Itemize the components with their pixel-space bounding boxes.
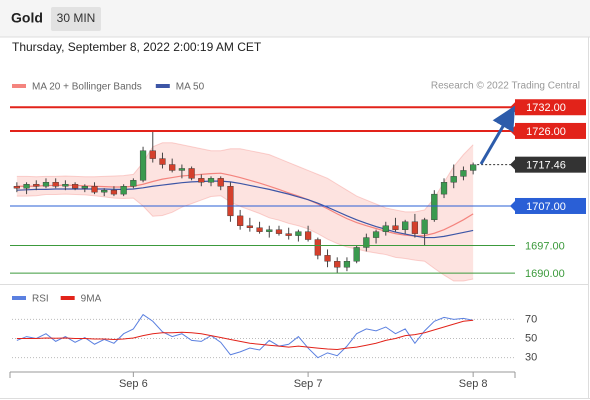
candle-body xyxy=(246,225,253,228)
level-label-pointer xyxy=(510,159,515,170)
interval-badge[interactable] xyxy=(51,7,101,31)
level-label-box xyxy=(515,122,586,139)
legend-label: MA 50 xyxy=(176,82,205,93)
candle-body xyxy=(295,231,302,236)
candle-body xyxy=(42,182,50,187)
candle-body xyxy=(227,186,234,217)
interval-label[interactable]: 30 MIN xyxy=(57,11,96,25)
legend-swatch xyxy=(12,84,26,88)
candle-body xyxy=(178,168,186,171)
level-label: 1717.46 xyxy=(526,160,566,172)
forecast-arrow xyxy=(479,105,516,165)
candle-body xyxy=(343,261,351,268)
candle-body xyxy=(110,189,118,195)
candle-body xyxy=(120,186,127,195)
bollinger-lower xyxy=(16,193,474,282)
candle-body xyxy=(285,233,292,236)
candle-body xyxy=(188,168,195,179)
level-label: 1690.00 xyxy=(525,268,565,280)
candle-body xyxy=(139,150,147,181)
candle-body xyxy=(411,221,419,234)
y-tick-label: 30 xyxy=(525,352,537,364)
candle-body xyxy=(421,219,428,234)
indicator-line xyxy=(16,319,474,351)
candle-body xyxy=(314,239,321,256)
candle-body xyxy=(275,229,283,234)
candle-body xyxy=(256,227,263,232)
source: Research © 2022 Trading Central xyxy=(431,81,580,92)
candle-body xyxy=(159,158,166,165)
level-label-box xyxy=(515,99,586,116)
candle-body xyxy=(470,164,477,171)
candle-body xyxy=(71,184,79,189)
candle-body xyxy=(237,215,244,226)
candle-body xyxy=(198,178,205,183)
level-label-pointer xyxy=(510,200,515,211)
level-label-box xyxy=(515,197,586,214)
candle-body xyxy=(402,221,409,230)
candle-body xyxy=(440,182,448,195)
legend-swatch xyxy=(155,84,170,88)
timestamp: Thursday, September 8, 2022 2:00:19 AM C… xyxy=(12,40,262,54)
y-tick-label: 50 xyxy=(525,332,537,344)
level-label: 1732.00 xyxy=(526,102,566,114)
level-label-pointer xyxy=(510,102,515,113)
candle-body xyxy=(101,189,108,193)
candle-body xyxy=(431,193,438,221)
bollinger-upper xyxy=(16,142,474,213)
candle-body xyxy=(217,178,224,187)
bollinger-band-area xyxy=(16,142,474,282)
candle-body xyxy=(52,182,59,187)
candle-body xyxy=(23,184,30,189)
candle-body xyxy=(382,225,389,232)
legend-label: MA 20 + Bollinger Bands xyxy=(32,82,142,93)
price-plot xyxy=(13,130,477,282)
instrument-title: Gold xyxy=(11,10,43,26)
candle-body xyxy=(207,178,215,183)
level-label-pointer xyxy=(510,125,515,136)
level-label-box xyxy=(515,156,586,173)
candle-body xyxy=(450,176,457,183)
candle-body xyxy=(372,231,380,238)
level-label: 1707.00 xyxy=(526,201,566,213)
candle-body xyxy=(324,255,331,262)
candle-body xyxy=(304,231,312,240)
x-tick-label: Sep 6 xyxy=(119,378,148,390)
y-tick-label: 70 xyxy=(525,313,537,325)
candle-body xyxy=(149,150,156,159)
level-label: 1726.00 xyxy=(526,126,566,138)
candle-body xyxy=(169,164,176,171)
legend-label: 9MA xyxy=(81,294,102,305)
candle-body xyxy=(334,261,341,268)
legend-swatch xyxy=(12,296,26,300)
legend-swatch xyxy=(60,296,75,300)
candle-body xyxy=(460,170,467,177)
candle-body xyxy=(130,180,137,187)
candle-body xyxy=(62,184,69,187)
candle-body xyxy=(13,186,20,189)
candle-body xyxy=(81,186,88,189)
candle-body xyxy=(266,229,273,232)
candle-body xyxy=(33,184,40,187)
legend-label: RSI xyxy=(32,294,49,305)
candle-body xyxy=(353,247,360,262)
level-label: 1697.00 xyxy=(525,240,565,252)
x-tick-label: Sep 7 xyxy=(294,378,323,390)
indicator-line xyxy=(16,313,474,359)
candle-body xyxy=(392,225,399,230)
candle-body xyxy=(91,186,98,193)
candle-body xyxy=(363,237,370,248)
x-tick-label: Sep 8 xyxy=(459,378,488,390)
